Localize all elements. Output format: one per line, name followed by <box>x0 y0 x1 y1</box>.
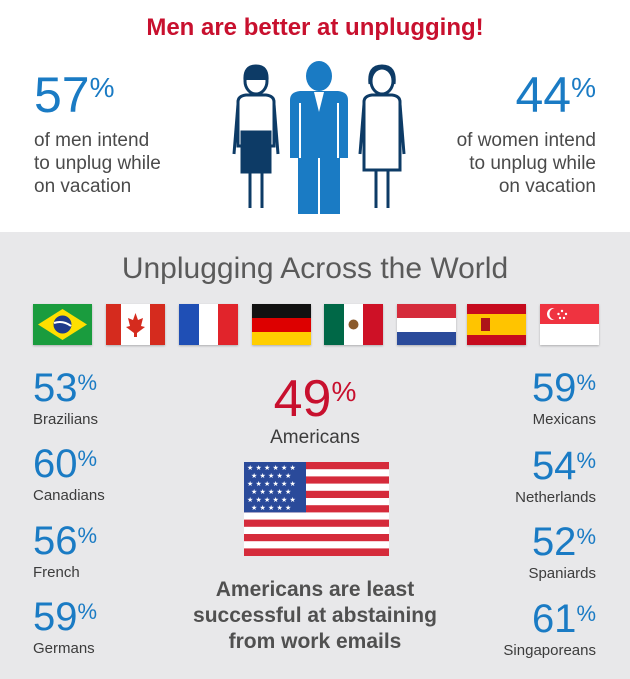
stat-label: Netherlands <box>515 489 596 506</box>
note-line: successful at abstaining <box>193 604 437 627</box>
stat-value: 59 <box>531 366 577 410</box>
note-line: from work emails <box>228 630 402 653</box>
percent-sign: % <box>77 523 98 548</box>
people-illustration <box>232 61 406 214</box>
netherlands-flag <box>397 304 456 345</box>
stat-canadians: 60% Canadians <box>33 444 105 504</box>
men-desc-line: on vacation <box>34 176 132 197</box>
germany-flag <box>252 304 311 345</box>
stat-brazilians: 53% Brazilians <box>33 368 98 428</box>
canada-flag <box>106 304 165 345</box>
stat-label: French <box>33 564 80 581</box>
gender-section: Men are better at unplugging! 57% of men… <box>0 0 630 232</box>
stat-value: 52 <box>531 520 577 564</box>
percent-sign: % <box>77 599 98 624</box>
stat-value: 61 <box>531 597 577 641</box>
stat-value: 53 <box>33 366 78 410</box>
women-description: of women intend to unplug while on vacat… <box>376 129 596 198</box>
svg-text:★ ★ ★ ★ ★ ★: ★ ★ ★ ★ ★ ★ <box>247 480 296 488</box>
headline: Men are better at unplugging! <box>146 14 484 41</box>
percent-sign: % <box>576 370 596 395</box>
women-desc-line: to unplug while <box>469 153 596 174</box>
men-percentage: 57% <box>34 70 115 120</box>
svg-text:★ ★ ★ ★ ★: ★ ★ ★ ★ ★ <box>251 488 291 496</box>
stat-value: 59 <box>33 595 78 639</box>
stat-value: 56 <box>33 519 78 563</box>
americans-note: Americans are least successful at abstai… <box>0 577 630 655</box>
men-description: of men intend to unplug while on vacatio… <box>34 129 234 198</box>
svg-text:★ ★ ★ ★ ★ ★: ★ ★ ★ ★ ★ ★ <box>247 496 296 504</box>
usa-flag: ★ ★ ★ ★ ★ ★ ★ ★ ★ ★ ★ ★ ★ ★ ★ ★ ★ ★ ★ ★ … <box>244 462 389 556</box>
stat-label: Singaporeans <box>503 642 596 659</box>
stat-americans: 49% Americans <box>0 373 630 449</box>
stat-value: 54 <box>531 444 577 488</box>
women-percent-sign: % <box>571 72 596 103</box>
singapore-flag <box>540 304 599 345</box>
stat-label: Canadians <box>33 487 105 504</box>
men-percent-sign: % <box>89 72 115 103</box>
percent-sign: % <box>77 370 98 395</box>
woman-left-icon <box>232 64 280 208</box>
man-center-icon <box>290 61 348 214</box>
americans-label: Americans <box>270 427 360 448</box>
brazil-flag <box>33 304 92 345</box>
stat-label: Germans <box>33 640 95 657</box>
women-value: 44 <box>515 67 572 123</box>
svg-text:★ ★ ★ ★ ★ ★: ★ ★ ★ ★ ★ ★ <box>247 464 296 472</box>
men-desc-line: to unplug while <box>34 153 161 174</box>
stat-label: Spaniards <box>528 565 596 582</box>
stat-french: 56% French <box>33 521 97 581</box>
percent-sign: % <box>576 448 596 473</box>
svg-text:★ ★ ★ ★ ★: ★ ★ ★ ★ ★ <box>251 504 291 512</box>
women-desc-line: on vacation <box>498 176 596 197</box>
americans-value: 49 <box>273 370 332 428</box>
stat-value: 60 <box>33 442 78 486</box>
stat-singaporeans: 61% Singaporeans <box>503 599 596 659</box>
men-value: 57 <box>34 67 90 123</box>
women-desc-line: of women intend <box>456 130 596 151</box>
svg-text:★ ★ ★ ★ ★: ★ ★ ★ ★ ★ <box>251 472 291 480</box>
women-percentage: 44% <box>515 70 596 120</box>
percent-sign: % <box>77 446 98 471</box>
stat-spaniards: 52% Spaniards <box>528 522 596 582</box>
woman-right-icon <box>358 64 406 208</box>
spain-flag <box>467 304 526 345</box>
mexico-flag <box>324 304 383 345</box>
france-flag <box>179 304 238 345</box>
percent-sign: % <box>576 601 596 626</box>
stat-germans: 59% Germans <box>33 597 97 657</box>
stat-label: Brazilians <box>33 411 99 428</box>
note-line: Americans are least <box>215 578 415 601</box>
world-title: Unplugging Across the World <box>121 252 509 285</box>
stat-netherlands: 54% Netherlands <box>515 446 596 506</box>
men-desc-line: of men intend <box>34 130 150 151</box>
stat-mexicans: 59% Mexicans <box>532 368 596 428</box>
americans-percent-sign: % <box>331 376 357 407</box>
stat-label: Mexicans <box>532 411 596 428</box>
percent-sign: % <box>576 524 596 549</box>
